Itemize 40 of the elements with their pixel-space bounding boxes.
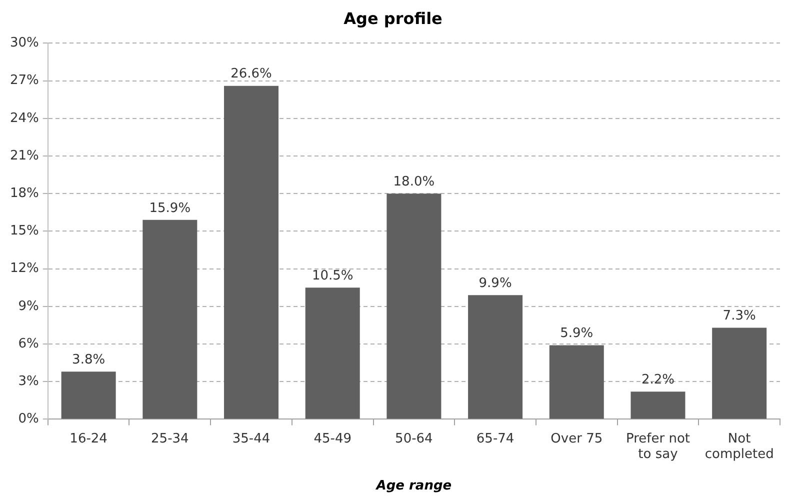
data-label: 2.2% [641,372,674,388]
data-label: 26.6% [230,66,272,82]
x-tick-label: 25-34 [151,431,189,446]
data-label: 7.3% [722,308,756,324]
x-tick-label: Over 75 [550,431,603,446]
x-tick-label: 35-44 [232,431,270,446]
bar [224,86,279,419]
bar [61,372,116,419]
bar [468,295,523,419]
y-tick-label: 24% [10,110,39,126]
y-tick-label: 27% [10,73,39,88]
x-tick-label: 16-24 [70,431,108,446]
bar [305,288,360,419]
data-label: 3.8% [72,352,106,368]
y-tick-label: 6% [18,336,39,352]
y-tick-label: 15% [10,224,39,239]
x-tick-label: 45-49 [314,431,352,446]
x-tick-label: Not completed [704,431,774,462]
x-tick-label: 50-64 [395,431,433,446]
bar [712,328,767,419]
data-label: 18.0% [393,174,435,190]
y-tick-label: 18% [10,186,39,201]
bar [549,345,604,419]
data-label: 10.5% [312,268,354,284]
y-tick-label: 21% [10,148,39,164]
y-tick-label: 12% [10,261,39,276]
data-label: 5.9% [560,326,594,342]
x-tick-label: 65-74 [476,431,514,446]
bar [630,392,686,419]
y-tick-label: 9% [18,298,39,314]
bar [386,194,442,419]
data-label: 15.9% [149,200,191,216]
x-tick-label: Prefer not to say [626,431,690,462]
y-tick-label: 3% [18,374,39,389]
y-tick-label: 30% [10,36,39,51]
data-label: 9.9% [478,276,512,291]
x-axis-title: Age range [375,478,452,494]
y-tick-label: 0% [18,412,39,427]
bar [142,220,198,419]
chart-title: Age profile [344,8,443,28]
